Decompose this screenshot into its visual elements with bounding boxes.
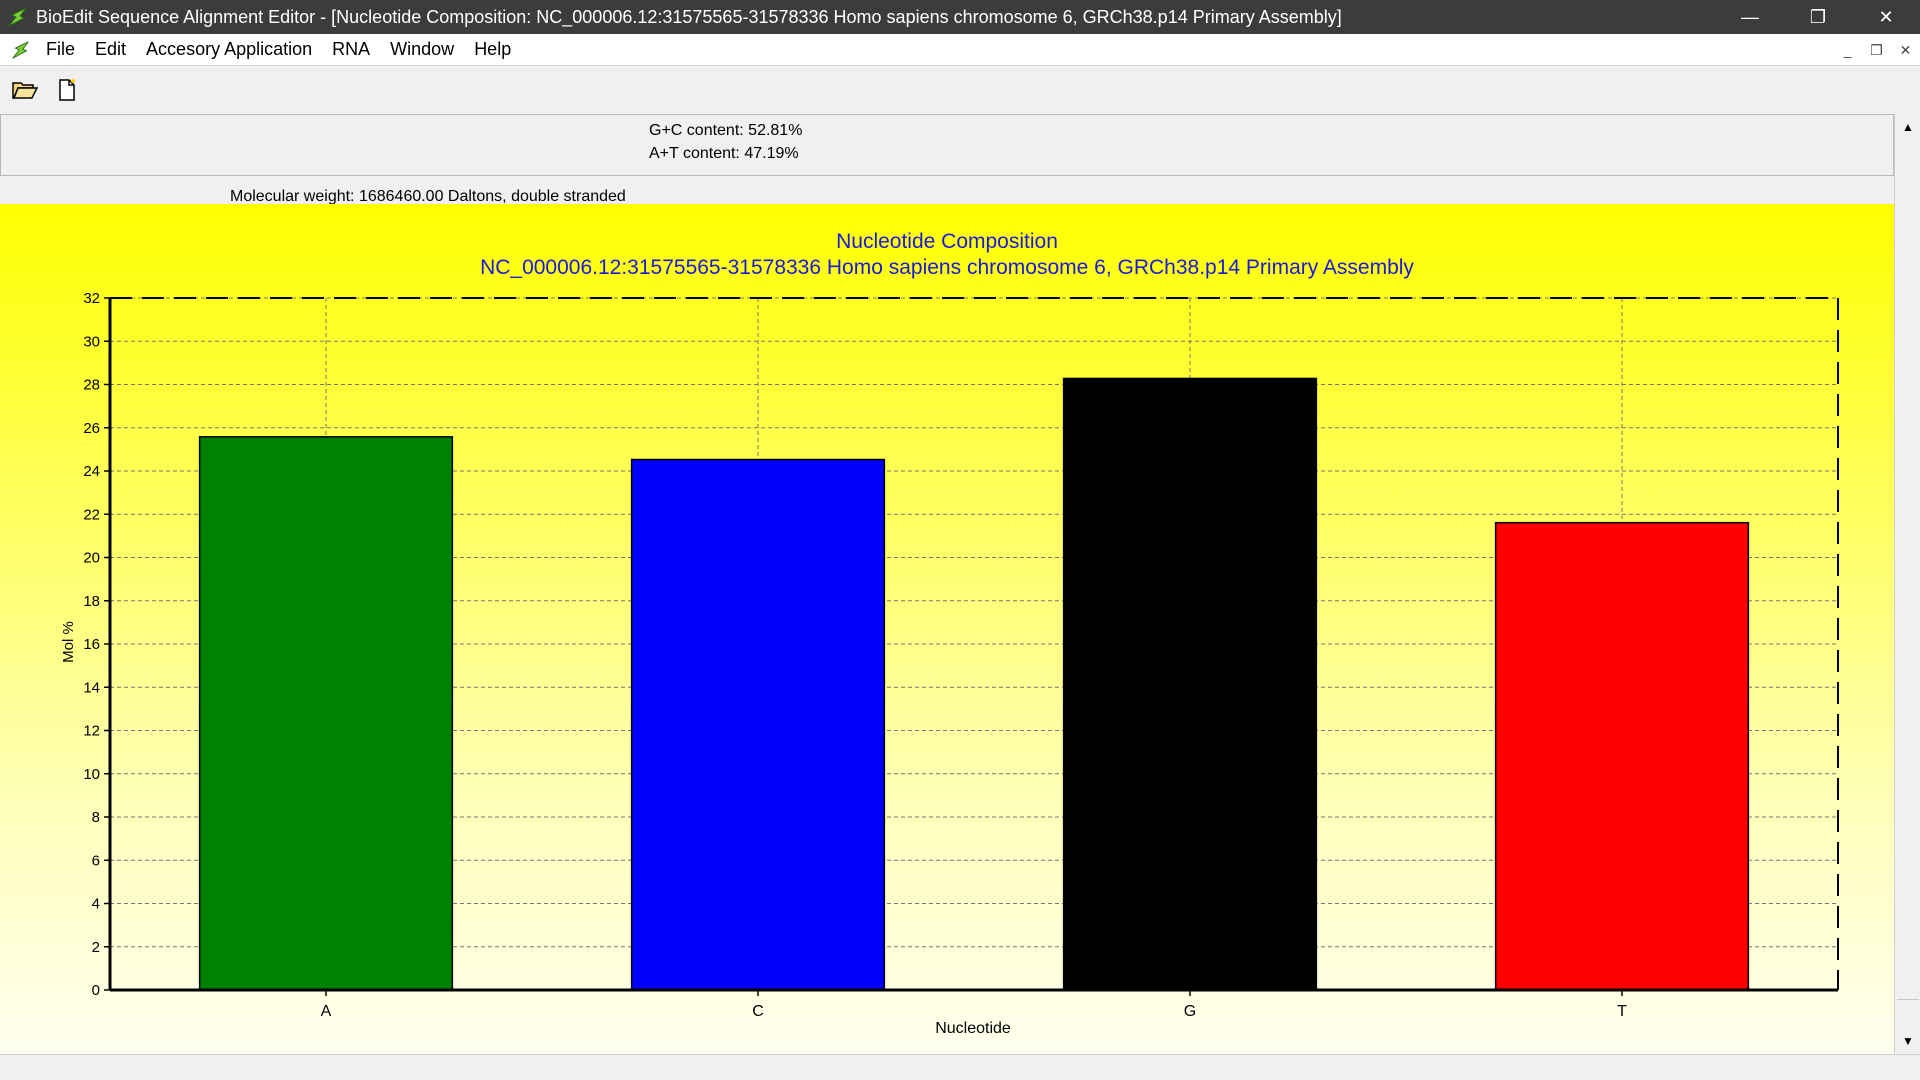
y-tick-label: 4 <box>92 896 100 913</box>
y-tick-label: 16 <box>83 636 100 653</box>
x-tick-label: G <box>1184 1003 1196 1020</box>
close-button[interactable]: ✕ <box>1878 6 1894 27</box>
x-axis-label: Nucleotide <box>935 1020 1011 1037</box>
y-tick-label: 30 <box>83 333 100 350</box>
bar-A <box>198 436 454 991</box>
mdi-restore-button[interactable]: ❐ <box>1870 41 1883 58</box>
new-document-icon[interactable] <box>52 75 82 105</box>
toolbar <box>0 66 1920 114</box>
gc-content-text: G+C content: 52.81% <box>649 122 803 139</box>
minimize-button[interactable]: — <box>1741 6 1759 27</box>
y-tick-label: 12 <box>83 723 100 740</box>
menu-window[interactable]: Window <box>390 39 455 59</box>
chart-area: Nucleotide Composition NC_000006.12:3157… <box>0 204 1894 1054</box>
menu-edit[interactable]: Edit <box>95 39 127 59</box>
y-tick-label: 0 <box>92 982 100 999</box>
x-tick-label: T <box>1617 1003 1627 1020</box>
document-window-icon[interactable] <box>6 35 36 65</box>
scroll-down-icon[interactable]: ▼ <box>1902 1034 1914 1048</box>
y-tick-label: 24 <box>83 463 100 480</box>
at-content-text: A+T content: 47.19% <box>649 145 799 162</box>
document-window: G+C content: 52.81% A+T content: 47.19% … <box>0 114 1894 1054</box>
y-tick-label: 6 <box>92 852 100 869</box>
y-tick-label: 26 <box>83 420 100 437</box>
scrollbar-thumb[interactable] <box>1897 140 1919 1000</box>
molecular-weight-text: Molecular weight: 1686460.00 Daltons, do… <box>230 188 626 205</box>
y-tick-label: 32 <box>83 290 100 307</box>
x-tick-label: A <box>321 1003 332 1020</box>
y-tick-label: 10 <box>83 766 100 783</box>
bar-C <box>630 458 886 991</box>
menu-rna[interactable]: RNA <box>332 39 371 59</box>
mdi-close-button[interactable]: ✕ <box>1899 41 1912 58</box>
y-tick-label: 28 <box>83 377 100 394</box>
menu-bar: File Edit Accesory Application RNA Windo… <box>0 34 1920 66</box>
menu-accesory-application[interactable]: Accesory Application <box>146 39 313 59</box>
y-tick-label: 18 <box>83 593 100 610</box>
chart-title: Nucleotide Composition <box>836 230 1058 253</box>
mdi-minimize-button[interactable]: _ <box>1843 42 1852 58</box>
info-panel: G+C content: 52.81% A+T content: 47.19% <box>0 114 1894 176</box>
menu-help[interactable]: Help <box>474 39 512 59</box>
vertical-scrollbar[interactable]: ▲ ▼ <box>1894 114 1920 1054</box>
bar-T <box>1494 521 1750 991</box>
restore-button[interactable]: ❐ <box>1809 6 1827 27</box>
window-title: BioEdit Sequence Alignment Editor - [Nuc… <box>36 6 1342 27</box>
bioedit-logo-icon <box>4 3 32 31</box>
folder-open-icon[interactable] <box>10 75 40 105</box>
title-bar: BioEdit Sequence Alignment Editor - [Nuc… <box>0 0 1920 34</box>
bar-chart: Nucleotide Composition NC_000006.12:3157… <box>60 230 1839 1037</box>
y-tick-label: 20 <box>83 550 100 567</box>
x-tick-label: C <box>752 1003 764 1020</box>
y-tick-label: 2 <box>92 939 100 956</box>
bar-G <box>1062 377 1318 991</box>
y-tick-label: 8 <box>92 809 100 826</box>
menu-file[interactable]: File <box>46 39 76 59</box>
scroll-up-icon[interactable]: ▲ <box>1902 120 1914 134</box>
chart-subtitle: NC_000006.12:31575565-31578336 Homo sapi… <box>480 256 1414 279</box>
status-bar <box>0 1054 1920 1080</box>
y-tick-label: 22 <box>83 506 100 523</box>
y-axis-label: Mol % <box>60 621 77 663</box>
y-tick-label: 14 <box>83 679 100 696</box>
